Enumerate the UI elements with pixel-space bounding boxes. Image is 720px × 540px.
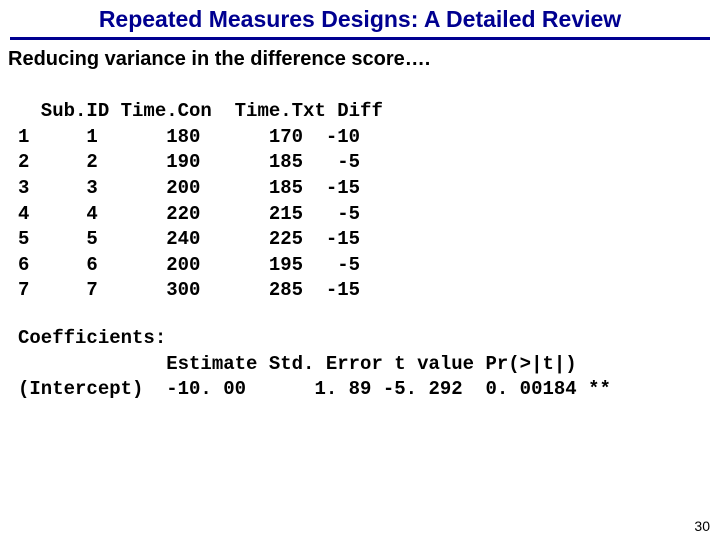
- slide-subtitle: Reducing variance in the difference scor…: [0, 44, 720, 81]
- data-table: Sub.ID Time.Con Time.Txt Diff 1 1 180 17…: [0, 81, 720, 304]
- coefficients-table: Coefficients: Estimate Std. Error t valu…: [0, 304, 720, 403]
- page-number: 30: [694, 518, 710, 534]
- title-rule: [10, 37, 710, 40]
- slide-title: Repeated Measures Designs: A Detailed Re…: [0, 0, 720, 37]
